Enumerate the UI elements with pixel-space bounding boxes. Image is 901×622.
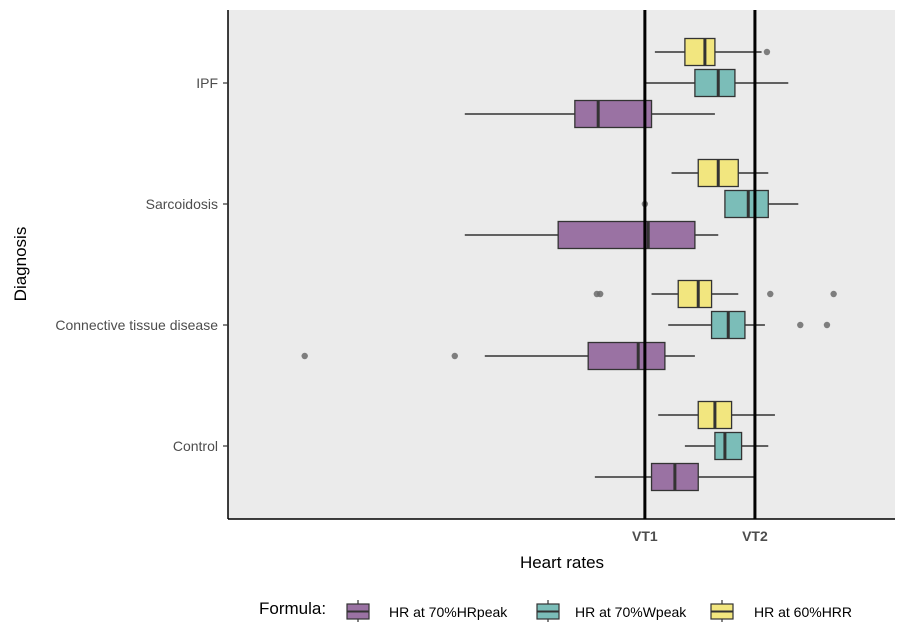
box-s2-b2 [301, 341, 695, 371]
legend-item-2: HR at 60%HRR [710, 600, 852, 622]
box-body-s2-b2 [587, 341, 666, 371]
box-s0-b2 [593, 279, 837, 309]
legend: Formula: HR at 70%HRpeak HR at 70%Wpeak HR… [259, 599, 852, 622]
outlier-s0-b2-2 [767, 290, 774, 298]
outlier-s1-b2-0 [797, 321, 804, 329]
outlier-s0-b0-0 [763, 48, 771, 56]
outlier-s1-b2-1 [823, 321, 831, 329]
reference-label-vt2: VT2 [742, 528, 768, 544]
outlier-s2-b2-1 [451, 352, 458, 360]
reference-label-vt1: VT1 [632, 528, 658, 544]
y-tick-layer: IPF Sarcoidosis Connective tissue disease C… [55, 75, 228, 454]
outlier-s2-b2-0 [301, 352, 308, 360]
box-s1-b1 [641, 189, 799, 219]
legend-title: Formula: [259, 599, 326, 618]
box-s1-b0 [644, 68, 789, 98]
outlier-s0-b2-3 [830, 290, 837, 298]
legend-label-0: HR at 70%HRpeak [389, 604, 508, 620]
x-axis-title: Heart rates [520, 553, 604, 572]
y-tick-label-0: IPF [196, 75, 218, 91]
box-body-s1-b3 [714, 431, 743, 461]
box-body-s2-b0 [574, 99, 653, 129]
reference-lines-layer: VT1 VT2 [632, 10, 768, 544]
box-body-s0-b0 [684, 37, 716, 67]
box-body-s1-b1 [724, 189, 769, 219]
y-tick-label-3: Control [173, 438, 218, 454]
box-s0-b3 [658, 400, 775, 430]
y-tick-label-2: Connective tissue disease [55, 317, 218, 333]
box-s2-b1 [464, 220, 719, 250]
legend-item-0: HR at 70%HRpeak [346, 600, 508, 622]
legend-label-1: HR at 70%Wpeak [575, 604, 687, 620]
legend-item-1: HR at 70%Wpeak [536, 600, 687, 622]
box-body-s0-b2 [677, 279, 713, 309]
plot-panel [228, 10, 895, 519]
outlier-s0-b2-1 [596, 290, 604, 298]
y-axis-title: Diagnosis [11, 227, 30, 302]
box-s2-b3 [594, 462, 755, 492]
box-body-s1-b0 [694, 68, 736, 98]
box-s0-b0 [654, 37, 771, 67]
box-s2-b0 [464, 99, 715, 129]
y-tick-label-1: Sarcoidosis [146, 196, 218, 212]
legend-label-2: HR at 60%HRR [754, 604, 852, 620]
box-s0-b1 [671, 158, 769, 188]
boxes-layer [301, 37, 837, 492]
box-body-s2-b1 [557, 220, 696, 250]
box-s1-b2 [668, 310, 831, 340]
